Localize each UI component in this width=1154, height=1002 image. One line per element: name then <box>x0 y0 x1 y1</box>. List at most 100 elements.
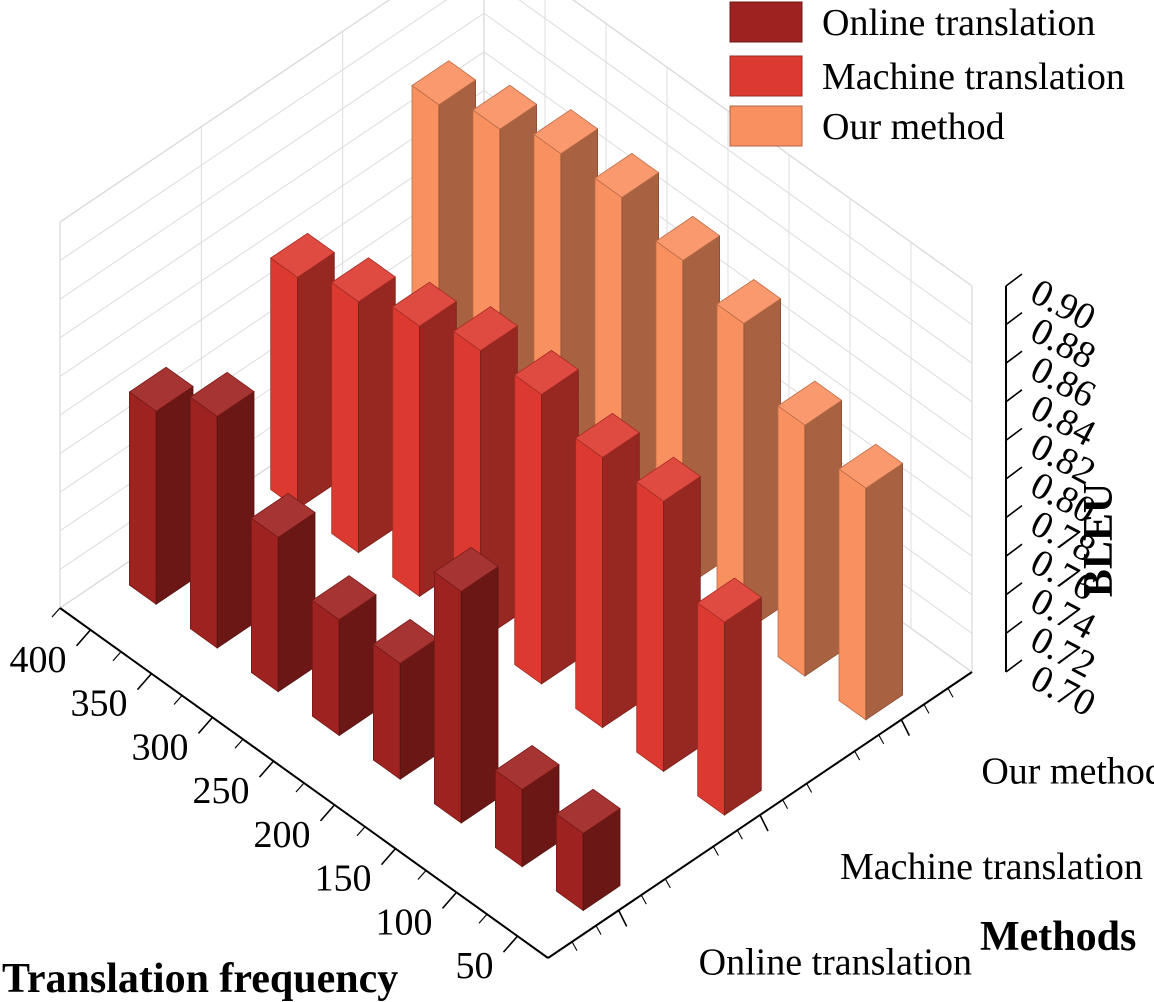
bar-face-right <box>865 462 903 721</box>
bar-face-left <box>250 517 279 693</box>
x-minor-tick <box>234 738 244 749</box>
y-minor-tick <box>782 799 789 810</box>
z-tick-mark <box>1005 659 1023 673</box>
bar-face-top <box>513 349 580 395</box>
bar-face-top <box>494 745 560 790</box>
z-tick-mark <box>1005 582 1023 596</box>
bar-face-top <box>594 152 660 198</box>
bar-face-top <box>696 577 763 623</box>
z-axis-title: BLEU <box>1076 483 1122 597</box>
bar-face-top <box>555 788 621 834</box>
bar-face-left <box>128 391 157 605</box>
bar-series0-x50 <box>555 788 621 912</box>
bar-face-top <box>372 618 438 664</box>
z-tick-mark <box>1005 350 1023 364</box>
bar-series0-x400 <box>128 366 194 605</box>
bar-face-top <box>574 412 641 458</box>
bar-face-right <box>602 431 640 729</box>
x-minor-tick <box>112 651 122 662</box>
x-tick-mark <box>197 716 214 734</box>
bar-face-left <box>372 643 401 780</box>
x-minor-tick <box>295 782 305 793</box>
y-minor-tick <box>640 894 647 905</box>
bar-face-left <box>575 437 603 729</box>
x-tick-label: 150 <box>315 858 372 900</box>
bar-series0-x100 <box>494 745 560 868</box>
bar-face-right <box>277 511 316 693</box>
bar-face-top <box>189 371 255 417</box>
bar-face-right <box>216 390 255 649</box>
bar-face-right <box>419 300 457 598</box>
bar-face-left <box>189 396 218 649</box>
z-tick-mark <box>1005 427 1023 442</box>
y-minor-tick <box>736 829 743 840</box>
bar-series0-x150 <box>433 546 499 824</box>
legend-label-online: Online translation <box>822 2 1095 44</box>
bar-face-top <box>472 84 538 130</box>
x-tick-label: 100 <box>376 901 433 943</box>
bar-series2-x50 <box>838 443 904 721</box>
bar-face-top <box>838 443 904 489</box>
legend-swatch-online <box>729 1 803 43</box>
y-tick-mark <box>617 909 628 927</box>
y-minor-tick <box>664 878 671 889</box>
z-tick-mark <box>1005 543 1023 557</box>
x-tick-mark <box>136 673 153 691</box>
x-tick-label: 50 <box>456 945 494 987</box>
x-tick-label: 400 <box>10 639 67 681</box>
bar-series1-x350 <box>330 257 397 554</box>
legend-label-machine: Machine translation <box>822 56 1125 98</box>
bar-face-right <box>724 596 762 816</box>
bar-face-right <box>743 297 781 634</box>
bar-face-top <box>452 306 519 352</box>
x-tick-label: 350 <box>71 683 128 725</box>
y-minor-tick <box>947 687 954 698</box>
y-tick-label: Online translation <box>699 941 972 983</box>
y-tick-mark <box>900 719 911 737</box>
bar-series0-x200 <box>372 618 438 780</box>
bar-face-left <box>433 571 462 824</box>
bar-series0-x350 <box>189 371 255 649</box>
y-minor-tick <box>923 704 930 714</box>
bar-face-top <box>777 380 843 426</box>
y-minor-tick <box>878 734 885 745</box>
bar-face-top <box>433 546 499 592</box>
bar-face-top <box>250 492 316 538</box>
legend-swatch-ours <box>729 105 803 147</box>
bar-face-left <box>838 468 867 721</box>
y-minor-tick <box>571 941 578 952</box>
x-tick-label: 200 <box>254 814 311 856</box>
x-minor-tick <box>173 695 183 705</box>
x-tick-mark <box>380 848 397 866</box>
bar-face-left <box>697 602 725 816</box>
z-tick-mark <box>1005 311 1023 326</box>
bar-face-top <box>269 232 336 278</box>
bar-face-top <box>330 257 397 303</box>
bar-face-left <box>331 281 359 554</box>
bar-face-left <box>777 405 806 677</box>
bar-series0-x250 <box>311 575 377 737</box>
bar-face-top <box>716 279 782 324</box>
bar-face-top <box>311 575 377 621</box>
x-tick-label: 300 <box>132 726 189 768</box>
bar-face-left <box>311 599 340 737</box>
x-tick-mark <box>441 891 458 909</box>
bar-series1-x400 <box>269 232 336 510</box>
y-axis-ticks: Online translation Machine translation Our… <box>571 687 1154 983</box>
x-minor-tick <box>356 826 366 837</box>
y-minor-tick <box>806 783 813 793</box>
x-minor-tick <box>417 870 427 880</box>
bar-face-top <box>635 456 702 502</box>
y-tick-label: Our method <box>981 751 1154 793</box>
bar-face-left <box>514 374 542 685</box>
legend: Online translation Machine translation O… <box>729 1 1125 148</box>
bar-series1-x200 <box>513 349 580 685</box>
x-tick-mark <box>258 760 275 778</box>
y-tick-label: Machine translation <box>840 846 1143 888</box>
y-tick-mark <box>759 814 769 832</box>
bar-series2-x100 <box>777 380 843 677</box>
bar-face-left <box>392 306 420 598</box>
bar-face-right <box>663 475 701 773</box>
